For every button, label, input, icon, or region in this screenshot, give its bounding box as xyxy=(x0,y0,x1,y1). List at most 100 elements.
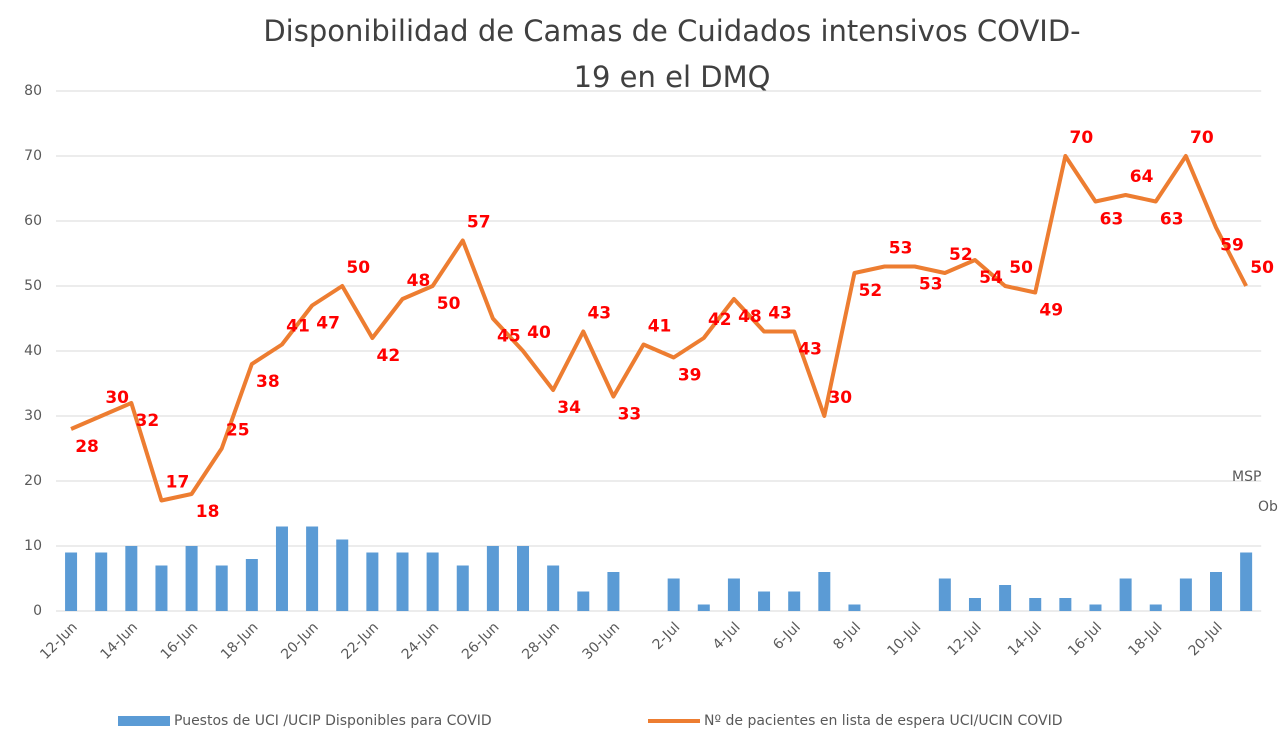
data-label: 30 xyxy=(105,388,129,408)
data-label: 41 xyxy=(286,317,310,337)
data-label: 30 xyxy=(828,388,852,408)
bar xyxy=(1179,578,1192,611)
bar xyxy=(426,552,439,611)
data-label: 45 xyxy=(497,327,521,347)
annotation: Ob xyxy=(1258,499,1278,515)
x-tick-label: 8-Jul xyxy=(830,619,864,653)
x-tick-label: 10-Jul xyxy=(884,619,924,659)
data-label: 50 xyxy=(437,294,461,314)
x-tick-label: 24-Jun xyxy=(399,619,443,663)
bar xyxy=(968,598,981,611)
data-label: 47 xyxy=(316,314,340,334)
annotation: MSP xyxy=(1232,469,1261,485)
data-label: 50 xyxy=(346,258,370,278)
data-label: 38 xyxy=(256,372,280,392)
x-tick-label: 28-Jun xyxy=(519,619,563,663)
bar xyxy=(396,552,409,611)
y-tick-label: 20 xyxy=(24,473,42,489)
data-label: 33 xyxy=(618,405,642,425)
chart-title: Disponibilidad de Camas de Cuidados inte… xyxy=(263,14,1081,94)
bar xyxy=(306,526,319,611)
y-tick-label: 30 xyxy=(24,408,42,424)
bar xyxy=(697,604,710,611)
data-label: 63 xyxy=(1100,210,1124,230)
data-label: 18 xyxy=(196,502,220,522)
x-tick-label: 18-Jun xyxy=(218,619,262,663)
bar xyxy=(456,565,469,611)
x-tick-label: 16-Jul xyxy=(1065,619,1105,659)
x-tick-label: 12-Jul xyxy=(945,619,985,659)
bar xyxy=(95,552,108,611)
data-label: 39 xyxy=(678,366,702,386)
x-tick-label: 14-Jul xyxy=(1005,619,1045,659)
x-tick-label: 22-Jun xyxy=(339,619,383,663)
data-label: 50 xyxy=(1009,258,1033,278)
y-tick-label: 0 xyxy=(33,603,42,619)
data-label: 32 xyxy=(135,411,159,431)
x-tick-label: 12-Jun xyxy=(37,619,81,663)
bar xyxy=(336,539,349,611)
x-tick-label: 30-Jun xyxy=(580,619,624,663)
bar xyxy=(758,591,771,611)
bar xyxy=(667,578,680,611)
bar xyxy=(185,546,198,611)
bar xyxy=(607,572,620,611)
bar xyxy=(818,572,831,611)
x-tick-label: 6-Jul xyxy=(770,619,804,653)
bar xyxy=(155,565,168,611)
bar xyxy=(848,604,861,611)
bar xyxy=(1240,552,1253,611)
data-label: 59 xyxy=(1220,236,1244,256)
bar xyxy=(245,559,258,611)
y-tick-label: 70 xyxy=(24,148,42,164)
bar xyxy=(1029,598,1042,611)
data-label: 53 xyxy=(919,275,943,295)
y-tick-label: 40 xyxy=(24,343,42,359)
bar xyxy=(577,591,590,611)
data-label: 64 xyxy=(1130,167,1154,187)
x-tick-label: 16-Jun xyxy=(158,619,202,663)
data-label: 17 xyxy=(166,473,190,493)
data-label: 42 xyxy=(708,310,732,330)
bar xyxy=(547,565,560,611)
data-label: 48 xyxy=(738,307,762,327)
data-label: 40 xyxy=(527,323,551,343)
data-label: 34 xyxy=(557,398,581,418)
data-label: 54 xyxy=(979,268,1003,288)
y-tick-label: 80 xyxy=(24,83,42,99)
bar xyxy=(517,546,530,611)
x-tick-label: 4-Jul xyxy=(710,619,744,653)
bar xyxy=(1089,604,1102,611)
data-label: 43 xyxy=(798,340,822,360)
data-label: 49 xyxy=(1039,301,1063,321)
data-label: 42 xyxy=(377,346,401,366)
data-label: 52 xyxy=(859,281,883,301)
bar xyxy=(999,585,1012,611)
bar xyxy=(788,591,801,611)
bar xyxy=(1149,604,1162,611)
y-tick-label: 50 xyxy=(24,278,42,294)
data-label: 25 xyxy=(226,421,250,441)
x-tick-label: 14-Jun xyxy=(97,619,141,663)
bar xyxy=(366,552,379,611)
data-label: 28 xyxy=(75,437,99,457)
data-label: 41 xyxy=(648,317,672,337)
x-tick-label: 18-Jul xyxy=(1125,619,1165,659)
bar xyxy=(125,546,138,611)
y-tick-label: 10 xyxy=(24,538,42,554)
data-label: 70 xyxy=(1070,128,1094,148)
bar xyxy=(1119,578,1132,611)
bar xyxy=(1059,598,1072,611)
y-tick-label: 60 xyxy=(24,213,42,229)
data-label: 52 xyxy=(949,245,973,265)
bar xyxy=(938,578,951,611)
legend-swatch xyxy=(118,716,170,726)
x-tick-label: 26-Jun xyxy=(459,619,503,663)
data-label: 53 xyxy=(889,239,913,259)
bar xyxy=(215,565,228,611)
x-tick-label: 20-Jun xyxy=(278,619,322,663)
bar xyxy=(486,546,499,611)
data-label: 70 xyxy=(1190,128,1214,148)
